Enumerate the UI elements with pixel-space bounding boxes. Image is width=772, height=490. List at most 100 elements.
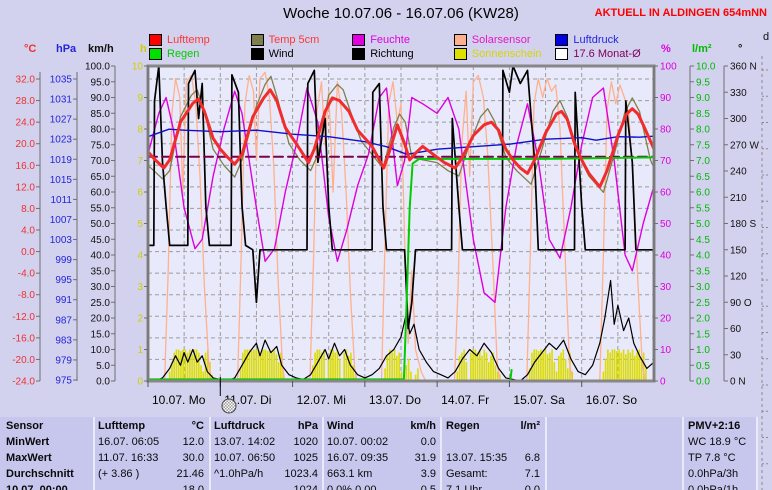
sonnenschein-bar — [417, 368, 419, 381]
direction-axis-label: 150 — [730, 245, 747, 256]
humidity-axis-unit: % — [661, 43, 671, 55]
rain-axis-label: 5.5 — [696, 203, 710, 214]
sonnenschein-bar — [551, 349, 553, 381]
sonnenschein-bar — [268, 349, 271, 381]
sonnenschein-bar — [616, 351, 618, 381]
table-cell-value: 21.46 — [176, 468, 204, 480]
pressure-axis-label: 987 — [55, 315, 72, 326]
wind-axis-label: 30.0 — [91, 282, 111, 293]
table-cell: 663.1 km 3.9 — [327, 467, 436, 482]
sonnenschein-bar — [618, 349, 620, 381]
sonnenschein-bar — [393, 349, 396, 381]
sonnenschein-bar — [384, 368, 386, 381]
sonnenschein-bar — [202, 371, 205, 381]
table-cell-value: 3.9 — [420, 468, 436, 480]
humidity-axis-label: 70 — [660, 156, 672, 167]
wind-axis-label: 95.0 — [91, 77, 111, 88]
pressure-axis-label: 1019 — [50, 155, 73, 166]
pressure-axis-label: 1023 — [50, 135, 73, 146]
luftdruck-swatch-icon — [555, 34, 569, 46]
rain-axis-label: 4.0 — [696, 251, 710, 262]
sonnenschein-bar — [414, 374, 417, 381]
sonnenschein-bar — [485, 352, 488, 381]
table-cell-text: 10.07. 06:50 — [214, 452, 276, 464]
pmv-cell: 0.0hPa/3h — [688, 467, 754, 482]
lufttemp-swatch-icon — [149, 34, 162, 46]
table-cell-value: 12.0 — [182, 436, 204, 448]
sonnenschein-bar — [410, 371, 412, 381]
sonnenschein-bar — [253, 349, 255, 381]
sonnenschein-bar — [557, 355, 560, 381]
pressure-axis-label: 1007 — [50, 215, 73, 226]
sonnenschein-bar — [189, 349, 191, 381]
table-cell-text: ^1.0hPa/h — [214, 468, 264, 480]
table-cell-text: 11.07. 16:33 — [98, 452, 159, 464]
rain-axis-label: 0.0 — [696, 377, 710, 388]
sonnenschein-bar — [244, 349, 246, 381]
sonnenschein-bar — [528, 368, 531, 381]
sonnenschein-bar — [171, 362, 173, 381]
sonnenschein-bar — [241, 352, 244, 381]
table-cell: 7.1 Uhr 0.0 — [446, 483, 540, 490]
table-cell-value: 0.5 — [420, 484, 436, 490]
rain-axis-label: 8.5 — [696, 109, 710, 120]
sonnenschein-bar — [490, 355, 492, 381]
table-cell — [550, 467, 678, 482]
wind-axis-label: 25.0 — [91, 298, 111, 309]
sonnenschein-bar — [540, 349, 542, 381]
solarsensor-swatch-icon — [453, 34, 467, 46]
col-header-text: Wind — [327, 420, 354, 432]
sonnenschein-bar — [173, 352, 175, 381]
humidity-axis-label: 100 — [660, 62, 677, 73]
sun-axis-label: 5 — [137, 219, 143, 230]
table-cell-text: 0.0% 0.00 — [327, 484, 377, 490]
sonnenschein-bar — [458, 355, 461, 381]
direction-axis-label: 180 S — [730, 219, 756, 230]
day-label: 15.07. Sa — [513, 393, 565, 407]
wind-axis-label: 65.0 — [91, 172, 111, 183]
wind-axis-label: 70.0 — [91, 156, 111, 167]
pmv-header: PMV+2:16 — [688, 419, 754, 434]
wind-axis-label: 0.0 — [96, 377, 110, 388]
table-cell-text: 13.07. 14:02 — [214, 436, 276, 448]
monatsmittel-swatch-icon — [555, 48, 569, 60]
sonnenschein-bar — [271, 352, 273, 381]
table-cell-value: 30.0 — [182, 452, 204, 464]
col-header: Wind km/h — [327, 419, 436, 434]
col-header-value: °C — [191, 420, 204, 432]
sonnenschein-bar — [465, 362, 468, 381]
wind-axis-label: 35.0 — [91, 266, 111, 277]
day-label: 13.07. Do — [369, 393, 421, 407]
sonnenschein-bar — [463, 349, 465, 381]
sun-axis-label: 0 — [137, 377, 143, 388]
table-cell: ^1.0hPa/h 1023.4 — [214, 467, 318, 482]
legend-item-feuchte: Feuchte — [352, 33, 454, 47]
legend-item-wind: Wind — [250, 47, 353, 61]
day-label: 14.07. Fr — [441, 393, 489, 407]
pressure-axis-unit: hPa — [56, 43, 77, 55]
sonnenschein-bar — [334, 352, 337, 381]
pmv-cell-text: TP 7.8 °C — [688, 452, 736, 464]
wind-axis-label: 10.0 — [91, 345, 111, 356]
wind-axis-label: 5.0 — [96, 361, 110, 372]
col-header-value: hPa — [297, 420, 318, 432]
day-label: 10.07. Mo — [152, 393, 206, 407]
direction-axis-label: 0 N — [730, 377, 746, 388]
table-cell: 10.07. 06:50 1025 — [214, 451, 318, 466]
direction-axis-label: 210 — [730, 193, 747, 204]
day-label: 11.07. Di — [224, 393, 271, 407]
sonnenschein-bar — [347, 355, 350, 381]
sonnenschein-bar — [396, 355, 398, 381]
table-cell — [550, 483, 678, 490]
rain-axis-label: 8.0 — [696, 125, 710, 136]
wind-axis-label: 45.0 — [91, 235, 111, 246]
temp-axis-label: -20.0 — [12, 355, 35, 366]
row-label-2-text: MaxWert — [6, 452, 52, 464]
row-label-4: 10.07. 00:00 — [6, 483, 90, 490]
sonnenschein-bar — [388, 349, 391, 381]
pressure-axis-label: 1035 — [50, 75, 73, 86]
sonnenschein-bar — [316, 349, 319, 381]
direction-axis-label: 120 — [730, 272, 747, 283]
series-solarsensor — [147, 71, 655, 382]
sun-axis-label: 10 — [132, 62, 144, 73]
